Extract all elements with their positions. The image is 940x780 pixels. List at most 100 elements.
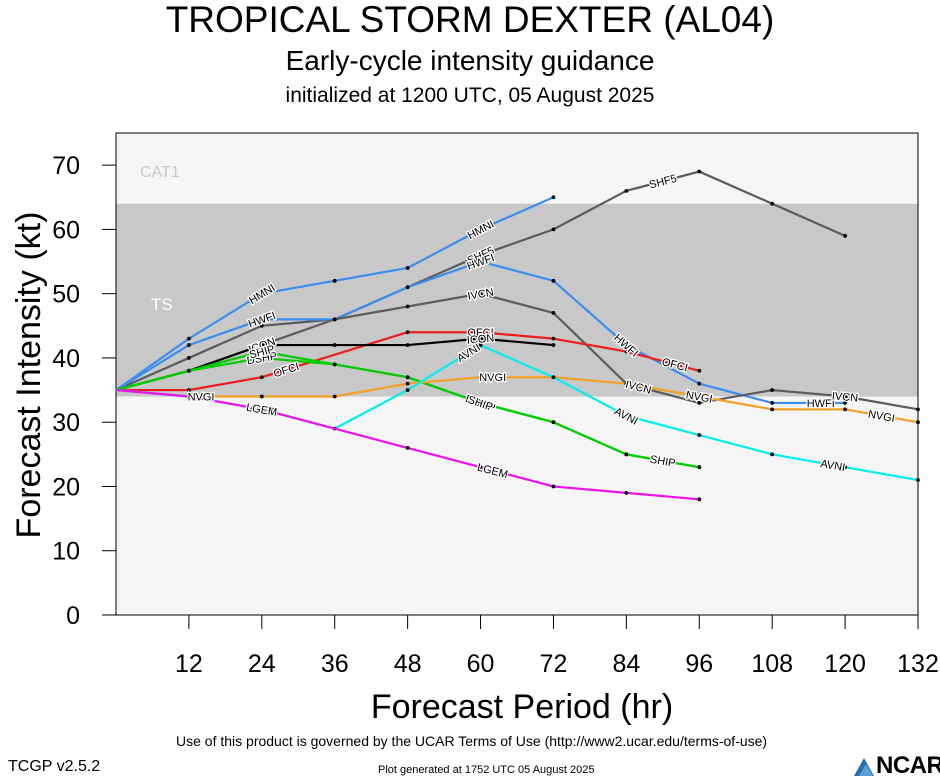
series-label-hwfi: HWFI: [807, 398, 835, 410]
series-label-ivcn: IVCN: [831, 390, 858, 404]
point-hwfi: [770, 401, 775, 405]
point-hwfi: [259, 317, 264, 322]
x-tick-label: 60: [467, 650, 495, 678]
point-nvgi: [843, 407, 847, 412]
point-avni: [405, 388, 410, 392]
series-label-ivcn: IVCN: [467, 286, 495, 302]
point-nvgi: [916, 420, 920, 425]
axis-labels: Forecast Period (hr) Forecast Intensity (…: [10, 212, 673, 726]
series-label-avni: AVNI: [819, 458, 846, 474]
point-shf5: [770, 201, 775, 206]
point-shf5: [478, 253, 483, 258]
point-ship: [187, 368, 191, 373]
point-hmni: [478, 227, 483, 232]
point-ivcn: [478, 291, 483, 296]
point-ship: [624, 452, 629, 457]
series-label-ofci: OFCI: [467, 327, 493, 339]
point-nvgi: [259, 394, 264, 399]
x-tick-label: 36: [321, 650, 349, 678]
point-avni: [697, 433, 702, 437]
chart-subtitle: Early-cycle intensity guidance: [285, 45, 655, 76]
point-icon: [332, 343, 337, 347]
generated-time: Plot generated at 1752 UTC 05 August 202…: [378, 764, 595, 776]
point-shf5: [551, 227, 556, 232]
point-ivcn: [551, 311, 556, 315]
series-line-ofci: [116, 331, 700, 392]
y-tick-label: 50: [52, 281, 80, 309]
axis-ticks: 0 10 20 30 40 50 60 70 12 24 36 48 60 72 84 96 108 120 132: [52, 152, 939, 678]
point-ivcn: [405, 304, 410, 309]
point-ivcn: [332, 317, 337, 322]
point-hwfi: [843, 401, 847, 405]
point-shf5: [843, 233, 847, 238]
ncar-logo: NCAR: [852, 752, 940, 780]
point-hmni: [332, 278, 337, 283]
point-ofci: [624, 349, 629, 354]
point-ofci: [405, 330, 410, 335]
point-ship: [405, 375, 410, 380]
point-dshp: [259, 356, 264, 360]
point-hwfi: [624, 343, 629, 347]
point-lgem: [187, 394, 191, 399]
point-ivcn: [916, 407, 920, 412]
y-axis-title: Forecast Intensity (kt): [10, 212, 48, 539]
x-tick-label: 84: [612, 650, 640, 678]
point-shf5: [259, 323, 264, 328]
x-tick-label: 72: [540, 650, 568, 678]
point-ivcn: [770, 388, 775, 392]
x-tick-label: 108: [751, 650, 793, 678]
point-hmni: [405, 266, 410, 270]
point-shf5: [187, 356, 191, 360]
point-nvgi: [405, 381, 410, 386]
intensity-chart: CAT1 TS 0 10 20 30 40 50 60 70 12 24 36 48 60 72 84 96 10…: [10, 132, 939, 726]
series-label-avni: AVNI: [248, 402, 275, 418]
point-nvgi: [697, 394, 702, 399]
point-avni: [916, 478, 920, 482]
series-label-nvgi: NVGI: [479, 372, 506, 384]
init-time: initialized at 1200 UTC, 05 August 2025: [285, 84, 655, 107]
point-ivcn: [843, 394, 847, 399]
point-lgem: [405, 446, 410, 450]
point-hwfi: [697, 381, 702, 386]
y-tick-label: 30: [52, 409, 80, 437]
intensity-bands: CAT1 TS: [115, 132, 919, 616]
y-tick-label: 10: [52, 538, 80, 566]
point-ship: [259, 349, 264, 354]
point-hwfi: [187, 343, 191, 347]
band-cat1: [116, 133, 918, 204]
ncar-logo-text: NCAR: [876, 752, 940, 779]
point-lgem: [624, 490, 629, 495]
ncar-logo-mark: [854, 758, 874, 776]
point-ivcn: [697, 401, 702, 405]
point-avni: [551, 375, 556, 380]
series-group: [115, 169, 920, 502]
x-tick-label: 48: [394, 650, 422, 678]
band-label-cat1: CAT1: [140, 164, 180, 181]
point-nvgi: [624, 381, 629, 386]
point-lgem: [551, 484, 556, 489]
series-label-icon: ICON: [466, 332, 494, 346]
chart-title: TROPICAL STORM DEXTER (AL04): [165, 0, 775, 40]
point-lgem: [697, 497, 702, 502]
y-tick-label: 40: [52, 345, 80, 373]
point-ofci: [259, 375, 264, 380]
version-label: TCGP v2.5.2: [8, 758, 101, 775]
point-nvgi: [770, 407, 775, 412]
band-low: [116, 396, 918, 615]
point-ship: [478, 401, 483, 405]
point-ofci: [551, 336, 556, 341]
point-shf5: [624, 188, 629, 193]
series-label-ship: SHIP: [649, 454, 676, 470]
point-ofci: [478, 330, 483, 335]
x-tick-label: 96: [685, 650, 713, 678]
point-lgem: [259, 407, 264, 412]
point-ship: [551, 420, 556, 425]
band-ts: [116, 203, 918, 397]
x-axis-title: Forecast Period (hr): [371, 688, 673, 726]
y-tick-label: 20: [52, 473, 80, 501]
point-hwfi: [478, 259, 483, 264]
point-avni: [478, 343, 483, 347]
point-hmni: [187, 336, 191, 341]
point-ofci: [697, 368, 702, 373]
point-hmni: [259, 291, 264, 296]
